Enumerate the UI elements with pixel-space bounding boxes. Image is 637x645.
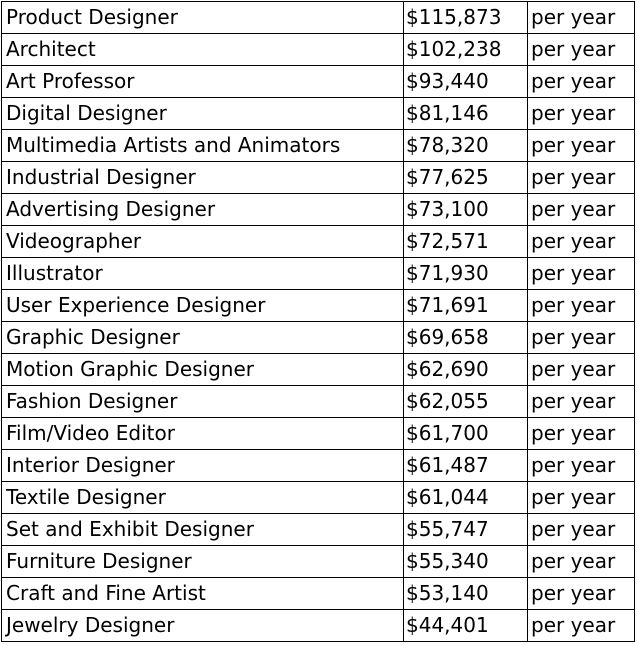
- job-title-cell[interactable]: Fashion Designer: [1, 385, 404, 418]
- job-title-cell[interactable]: Art Professor: [1, 65, 404, 98]
- job-title-cell[interactable]: Industrial Designer: [1, 161, 404, 194]
- salary-cell[interactable]: $53,140: [403, 577, 528, 610]
- table-row: Jewelry Designer $44,401 per year: [1, 609, 635, 642]
- salary-cell[interactable]: $61,700: [403, 417, 528, 450]
- period-cell[interactable]: per year: [527, 385, 635, 418]
- salary-cell[interactable]: $77,625: [403, 161, 528, 194]
- job-title-cell[interactable]: Jewelry Designer: [1, 609, 404, 642]
- table-row: Digital Designer $81,146 per year: [1, 97, 635, 130]
- table-row: Graphic Designer $69,658 per year: [1, 321, 635, 354]
- table-row: Interior Designer $61,487 per year: [1, 449, 635, 482]
- job-title-cell[interactable]: Furniture Designer: [1, 545, 404, 578]
- period-cell[interactable]: per year: [527, 353, 635, 386]
- period-cell[interactable]: per year: [527, 33, 635, 66]
- table-row: Motion Graphic Designer $62,690 per year: [1, 353, 635, 386]
- salary-cell[interactable]: $73,100: [403, 193, 528, 226]
- table-row: Set and Exhibit Designer $55,747 per yea…: [1, 513, 635, 546]
- table-row: Fashion Designer $62,055 per year: [1, 385, 635, 418]
- table-row: Industrial Designer $77,625 per year: [1, 161, 635, 194]
- table-row: Art Professor $93,440 per year: [1, 65, 635, 98]
- period-cell[interactable]: per year: [527, 289, 635, 322]
- job-title-cell[interactable]: Illustrator: [1, 257, 404, 290]
- salary-cell[interactable]: $81,146: [403, 97, 528, 130]
- salary-cell[interactable]: $69,658: [403, 321, 528, 354]
- table-row: Film/Video Editor $61,700 per year: [1, 417, 635, 450]
- salary-cell[interactable]: $61,044: [403, 481, 528, 514]
- job-title-cell[interactable]: Set and Exhibit Designer: [1, 513, 404, 546]
- period-cell[interactable]: per year: [527, 97, 635, 130]
- salary-cell[interactable]: $102,238: [403, 33, 528, 66]
- period-cell[interactable]: per year: [527, 481, 635, 514]
- job-title-cell[interactable]: Textile Designer: [1, 481, 404, 514]
- table-row: Multimedia Artists and Animators $78,320…: [1, 129, 635, 162]
- job-title-cell[interactable]: Graphic Designer: [1, 321, 404, 354]
- period-cell[interactable]: per year: [527, 449, 635, 482]
- job-title-cell[interactable]: Interior Designer: [1, 449, 404, 482]
- period-cell[interactable]: per year: [527, 257, 635, 290]
- period-cell[interactable]: per year: [527, 161, 635, 194]
- salary-cell[interactable]: $61,487: [403, 449, 528, 482]
- period-cell[interactable]: per year: [527, 65, 635, 98]
- salary-cell[interactable]: $72,571: [403, 225, 528, 258]
- job-title-cell[interactable]: Film/Video Editor: [1, 417, 404, 450]
- period-cell[interactable]: per year: [527, 577, 635, 610]
- table-row: User Experience Designer $71,691 per yea…: [1, 289, 635, 322]
- salary-cell[interactable]: $78,320: [403, 129, 528, 162]
- salary-cell[interactable]: $71,930: [403, 257, 528, 290]
- period-cell[interactable]: per year: [527, 225, 635, 258]
- job-title-cell[interactable]: Motion Graphic Designer: [1, 353, 404, 386]
- table-row: Textile Designer $61,044 per year: [1, 481, 635, 514]
- period-cell[interactable]: per year: [527, 321, 635, 354]
- job-title-cell[interactable]: Digital Designer: [1, 97, 404, 130]
- table-row: Videographer $72,571 per year: [1, 225, 635, 258]
- job-title-cell[interactable]: Advertising Designer: [1, 193, 404, 226]
- salary-cell[interactable]: $62,055: [403, 385, 528, 418]
- table-row: Furniture Designer $55,340 per year: [1, 545, 635, 578]
- period-cell[interactable]: per year: [527, 545, 635, 578]
- salary-cell[interactable]: $55,747: [403, 513, 528, 546]
- job-title-cell[interactable]: Craft and Fine Artist: [1, 577, 404, 610]
- period-cell[interactable]: per year: [527, 417, 635, 450]
- salary-cell[interactable]: $62,690: [403, 353, 528, 386]
- job-title-cell[interactable]: User Experience Designer: [1, 289, 404, 322]
- job-title-cell[interactable]: Product Designer: [1, 1, 404, 34]
- salary-cell[interactable]: $93,440: [403, 65, 528, 98]
- salary-cell[interactable]: $115,873: [403, 1, 528, 34]
- salary-cell[interactable]: $71,691: [403, 289, 528, 322]
- period-cell[interactable]: per year: [527, 609, 635, 642]
- table-row: Advertising Designer $73,100 per year: [1, 193, 635, 226]
- period-cell[interactable]: per year: [527, 513, 635, 546]
- table-row: Craft and Fine Artist $53,140 per year: [1, 577, 635, 610]
- job-title-cell[interactable]: Multimedia Artists and Animators: [1, 129, 404, 162]
- table-row: Product Designer $115,873 per year: [1, 1, 635, 34]
- period-cell[interactable]: per year: [527, 193, 635, 226]
- salary-cell[interactable]: $55,340: [403, 545, 528, 578]
- period-cell[interactable]: per year: [527, 1, 635, 34]
- job-title-cell[interactable]: Videographer: [1, 225, 404, 258]
- table-row: Architect $102,238 per year: [1, 33, 635, 66]
- table-row: Illustrator $71,930 per year: [1, 257, 635, 290]
- period-cell[interactable]: per year: [527, 129, 635, 162]
- salary-cell[interactable]: $44,401: [403, 609, 528, 642]
- job-title-cell[interactable]: Architect: [1, 33, 404, 66]
